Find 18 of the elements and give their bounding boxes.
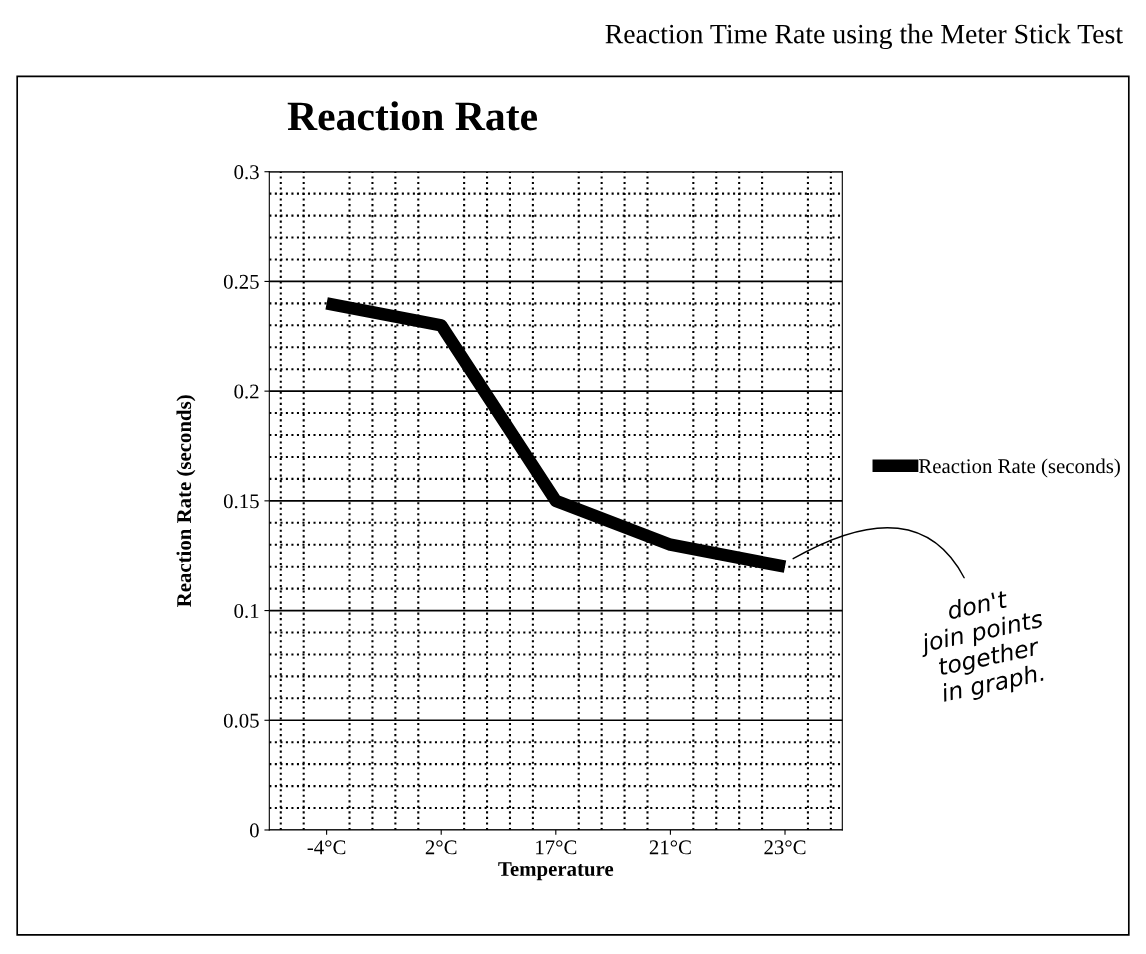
y-tick-label: 0.05 [223,713,259,728]
y-tick-label: 0.15 [223,494,259,509]
x-tick-label: 2°C [425,840,457,855]
x-tick-label: -4°C [307,840,346,855]
y-tick-label: 0.3 [234,165,259,180]
text: don't join points together in graph. [917,589,1045,707]
legend-label: Reaction Rate (seconds) [918,458,1120,478]
x-tick-label: 17°C [536,840,577,855]
text: Reaction Time Rate using the Meter Stick Test [605,23,1123,50]
y-tick-label: 0 [249,823,259,838]
chart-title: Reaction Rate [287,101,538,131]
x-tick-label: 23°C [764,840,806,855]
y-tick-label: 0.1 [234,603,259,619]
x-tick-label: 21°C [649,840,691,855]
y-axis-title: Reaction Rate (seconds) [176,395,196,607]
y-tick-label: 0.2 [234,384,259,399]
x-axis-title: Temperature [498,862,614,881]
y-tick-label: 0.25 [223,274,259,289]
